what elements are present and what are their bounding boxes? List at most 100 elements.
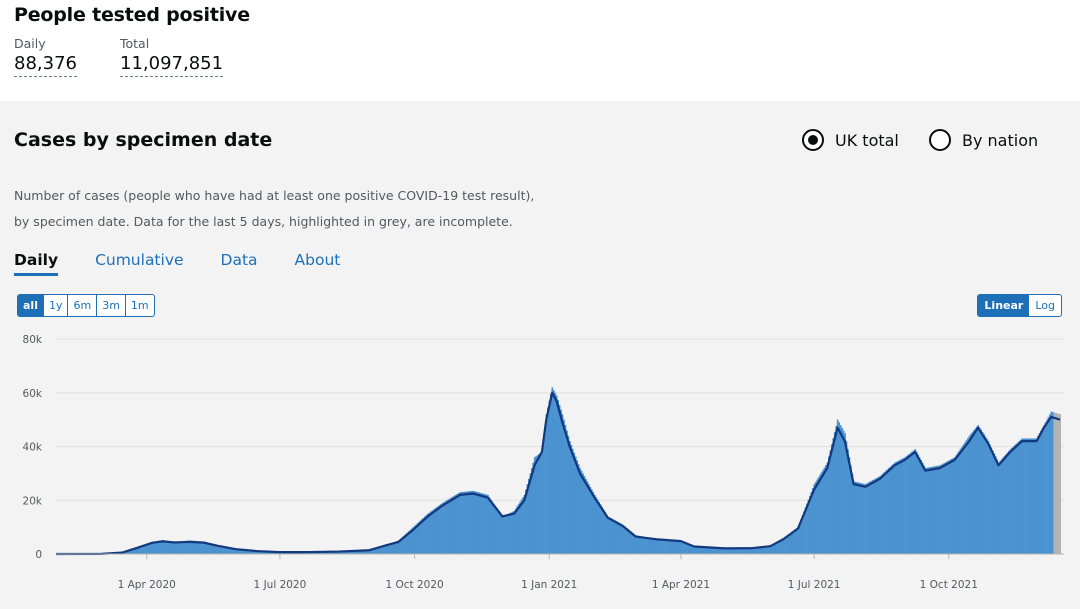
daily-bar [835, 425, 838, 554]
daily-bar [945, 462, 947, 554]
daily-bar [402, 536, 404, 554]
daily-bar [347, 550, 350, 554]
daily-bar [230, 547, 233, 554]
daily-bar [672, 540, 675, 554]
daily-bar [144, 544, 147, 554]
daily-bar [583, 476, 586, 554]
tab-cumulative[interactable]: Cumulative [95, 251, 184, 269]
tab-daily[interactable]: Daily [14, 251, 59, 276]
y-tick-label: 80k [23, 334, 43, 346]
daily-bar [508, 513, 511, 554]
daily-bar [798, 523, 801, 554]
daily-bar [669, 540, 672, 554]
daily-bar [652, 538, 655, 554]
daily-bar [668, 539, 671, 554]
daily-bar [530, 468, 533, 554]
daily-bar [971, 432, 974, 554]
radio-by-nation[interactable]: By nation [929, 129, 1038, 151]
daily-bar [380, 546, 382, 554]
daily-bar [598, 502, 601, 554]
daily-bar [607, 516, 609, 555]
daily-bar [535, 456, 538, 554]
radio-uk-total[interactable]: UK total [802, 129, 899, 151]
daily-bar [220, 545, 223, 554]
daily-bar [814, 481, 817, 554]
daily-bar [1005, 454, 1007, 554]
daily-bar [589, 486, 592, 554]
daily-bar [192, 540, 195, 554]
daily-bar [633, 533, 636, 554]
daily-bar [968, 435, 971, 554]
daily-bar [861, 483, 864, 554]
daily-bar [574, 456, 577, 554]
daily-bar [709, 547, 712, 554]
daily-bar [381, 545, 384, 554]
scale-linear-button[interactable]: Linear [978, 295, 1030, 316]
daily-bar [369, 549, 372, 554]
daily-bar [599, 504, 602, 554]
daily-bar [476, 492, 479, 554]
daily-bar [851, 473, 854, 555]
daily-value[interactable]: 88,376 [14, 53, 77, 77]
daily-bar [446, 500, 448, 554]
daily-bar [210, 543, 213, 554]
scale-log-button[interactable]: Log [1035, 299, 1055, 312]
daily-bar [643, 536, 646, 554]
daily-bar [194, 540, 197, 554]
daily-bar [1050, 411, 1053, 554]
daily-bar [952, 458, 955, 554]
daily-bar [876, 477, 879, 554]
daily-bar [1031, 438, 1034, 554]
daily-bar [839, 425, 842, 554]
daily-bar [662, 539, 665, 554]
daily-bar [186, 540, 189, 554]
total-value[interactable]: 11,097,851 [120, 53, 224, 77]
daily-bar [915, 451, 918, 555]
daily-bar [727, 548, 729, 554]
daily-bar [904, 457, 906, 554]
range-all-button[interactable]: all [18, 295, 43, 316]
daily-bar [674, 540, 677, 554]
daily-bar [263, 551, 265, 554]
daily-bar [1025, 438, 1028, 554]
daily-bar [207, 542, 210, 554]
range-1m-button[interactable]: 1m [124, 295, 154, 316]
daily-bar [516, 506, 519, 554]
daily-bar [525, 489, 527, 554]
daily-bar [626, 528, 628, 554]
daily-bar [492, 503, 495, 554]
daily-bar [390, 542, 393, 554]
daily-bar [819, 474, 822, 554]
tab-about[interactable]: About [294, 251, 341, 269]
daily-bar [933, 466, 936, 554]
daily-bar [522, 497, 524, 554]
daily-bar [791, 531, 794, 554]
daily-bar [203, 541, 205, 554]
daily-bar [419, 520, 422, 554]
range-6m-button[interactable]: 6m [67, 295, 96, 316]
daily-bar [902, 458, 905, 554]
daily-bar [467, 491, 470, 554]
daily-bar [352, 550, 355, 554]
daily-bar [917, 454, 920, 554]
range-3m-button[interactable]: 3m [96, 295, 125, 316]
daily-bar [519, 501, 521, 554]
tab-data[interactable]: Data [220, 251, 258, 269]
daily-bar [500, 514, 502, 554]
daily-bar [242, 549, 245, 554]
daily-bar [153, 541, 156, 554]
daily-bar [159, 540, 161, 554]
daily-bar [165, 540, 167, 554]
daily-bar [867, 482, 870, 554]
headline-title: People tested positive [14, 4, 250, 26]
daily-bar [605, 513, 608, 554]
range-1y-button[interactable]: 1y [42, 295, 68, 316]
daily-bar [504, 515, 507, 554]
daily-bar [911, 451, 914, 554]
daily-bar [566, 430, 568, 554]
daily-bar [678, 540, 681, 554]
daily-bar [342, 551, 344, 554]
daily-bar [879, 476, 882, 554]
daily-bar [229, 547, 232, 554]
daily-bar [630, 531, 633, 554]
